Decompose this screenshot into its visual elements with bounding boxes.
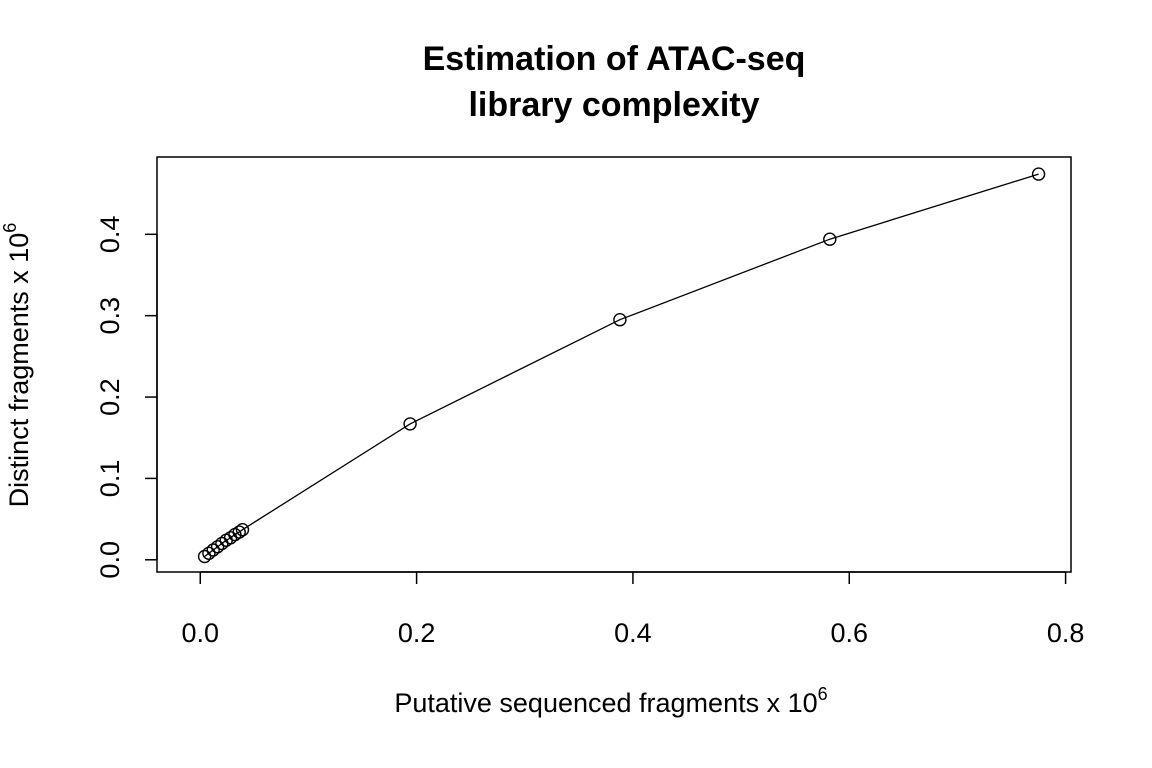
- x-tick-label: 0.6: [830, 618, 868, 648]
- chart-title-line-2: library complexity: [468, 86, 759, 124]
- data-point: [210, 540, 225, 554]
- data-point: [1031, 167, 1046, 181]
- y-tick-label: 0.4: [95, 216, 125, 254]
- plot-frame: [156, 156, 1072, 573]
- chart-title-line-1: Estimation of ATAC-seq: [423, 40, 806, 78]
- y-tick-label: 0.3: [95, 297, 125, 335]
- x-axis-label-exponent: 6: [818, 684, 828, 704]
- data-point: [206, 543, 220, 557]
- x-tick-label: 0.2: [398, 618, 436, 648]
- y-axis-label-text: Distinct fragments x 10: [4, 233, 34, 508]
- series-line: [204, 173, 1039, 558]
- data-point: [202, 546, 216, 560]
- x-axis-label-text: Putative sequenced fragments x 10: [394, 688, 817, 718]
- data-point: [197, 549, 212, 564]
- data-point: [613, 313, 627, 327]
- data-point: [232, 525, 246, 539]
- series-distinct-fragments: [197, 167, 1046, 564]
- y-tick-label: 0.2: [95, 378, 125, 416]
- x-axis-label: Putative sequenced fragments x 106: [394, 684, 827, 718]
- x-tick-label: 0.0: [181, 618, 219, 648]
- data-point: [235, 523, 250, 537]
- data-point: [403, 417, 417, 431]
- data-point: [823, 232, 837, 246]
- y-tick-label: 0.0: [95, 541, 125, 579]
- y-axis-label: Distinct fragments x 106: [0, 223, 34, 508]
- y-axis: 0.0 0.1 0.2 0.3 0.4: [95, 216, 158, 579]
- x-axis: 0.0 0.2 0.4 0.6 0.8: [181, 571, 1085, 648]
- x-tick-label: 0.8: [1047, 618, 1085, 648]
- y-axis-label-exponent: 6: [0, 223, 20, 233]
- y-tick-label: 0.1: [95, 460, 125, 498]
- x-tick-label: 0.4: [614, 618, 652, 648]
